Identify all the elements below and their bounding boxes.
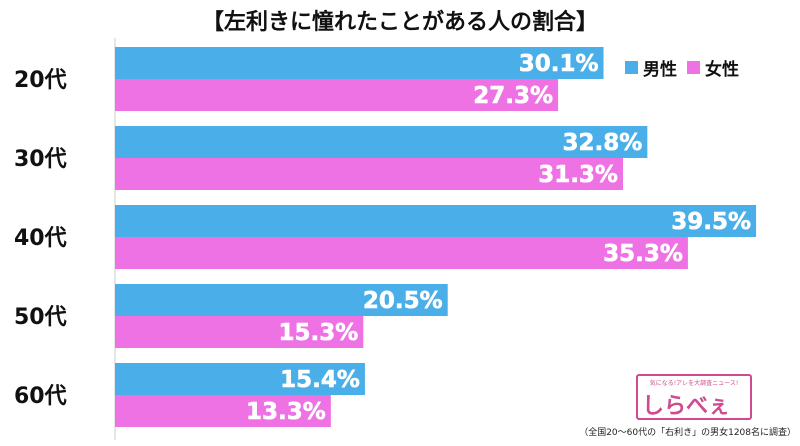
chart-title: 【左利きに憧れたことがある人の割合】	[201, 10, 598, 35]
bar-female	[115, 237, 688, 269]
data-label: 15.4%	[280, 367, 360, 393]
data-label: 15.3%	[279, 320, 359, 346]
logo-name: しらべぇ	[642, 394, 731, 419]
legend-item-male: 男性	[625, 55, 677, 80]
bar-male	[115, 47, 604, 79]
bar-male	[115, 205, 757, 237]
data-label: 30.1%	[519, 51, 599, 77]
bar-female	[115, 79, 559, 111]
bar-female	[115, 158, 623, 190]
bar-male	[115, 126, 648, 158]
legend: 男性 女性	[625, 55, 739, 80]
data-label: 39.5%	[671, 209, 751, 235]
data-label: 13.3%	[246, 399, 326, 425]
legend-label-male: 男性	[643, 60, 677, 80]
legend-swatch-male	[625, 61, 638, 74]
shirabee-logo: 気になる!アレを大調査ニュース! しらべぇ	[636, 374, 752, 420]
bar-female	[115, 395, 331, 427]
bar-female	[115, 316, 364, 348]
bar-male	[115, 363, 365, 395]
data-label: 27.3%	[473, 83, 553, 109]
bar-male	[115, 284, 448, 316]
data-label: 31.3%	[538, 162, 618, 188]
legend-swatch-female	[687, 61, 700, 74]
legend-label-female: 女性	[705, 60, 739, 80]
data-label: 20.5%	[363, 288, 443, 314]
category-label: 50代	[14, 305, 67, 330]
logo-tagline: 気になる!アレを大調査ニュース!	[649, 380, 739, 387]
category-label: 60代	[14, 384, 67, 409]
data-label: 32.8%	[563, 130, 643, 156]
category-label: 20代	[14, 68, 67, 93]
data-label: 35.3%	[603, 241, 683, 267]
category-label: 40代	[14, 226, 67, 251]
survey-footnote: （全国20～60代の「右利き」の男女1208名に調査）	[579, 428, 796, 438]
legend-item-female: 女性	[687, 55, 739, 80]
category-label: 30代	[14, 147, 67, 172]
